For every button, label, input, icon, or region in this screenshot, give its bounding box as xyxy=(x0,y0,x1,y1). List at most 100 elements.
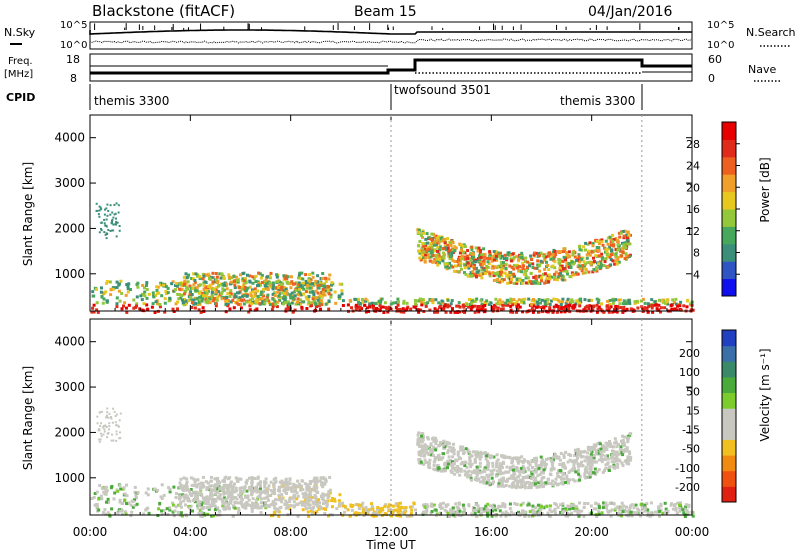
scatter-cell xyxy=(488,504,492,508)
scatter-cell xyxy=(211,289,214,293)
scatter-cell xyxy=(518,269,522,273)
scatter-cell xyxy=(476,504,480,508)
scatter-cell xyxy=(105,426,108,428)
scatter-cell xyxy=(201,306,205,310)
scatter-cell xyxy=(220,272,224,276)
scatter-cell xyxy=(597,468,601,472)
scatter-cell xyxy=(633,301,637,305)
scatter-cell xyxy=(222,502,226,506)
scatter-cell xyxy=(643,509,647,513)
scatter-cell xyxy=(469,478,473,482)
scatter-cell xyxy=(445,267,449,271)
scatter-cell xyxy=(553,277,556,281)
scatter-cell xyxy=(593,460,597,464)
scatter-cell xyxy=(484,457,488,461)
scatter-cell xyxy=(257,281,261,285)
scatter-cell xyxy=(243,485,247,489)
scatter-cell xyxy=(462,461,466,465)
scatter-cell xyxy=(249,291,253,295)
scatter-cell xyxy=(386,505,390,509)
scatter-cell xyxy=(130,510,134,514)
scatter-cell xyxy=(613,508,617,512)
scatter-cell xyxy=(113,491,117,495)
scatter-cell xyxy=(107,500,110,504)
scatter-cell xyxy=(311,271,315,275)
scatter-cell xyxy=(115,221,118,224)
scatter-cell xyxy=(248,485,251,489)
scatter-cell xyxy=(112,497,116,501)
scatter-cell xyxy=(535,459,539,463)
scatter-cell xyxy=(275,275,279,279)
scatter-cell xyxy=(146,493,150,497)
scatter-cell xyxy=(233,286,237,290)
scatter-cell xyxy=(666,302,670,306)
scatter-cell xyxy=(131,505,135,509)
scatter-cell xyxy=(92,495,96,499)
scatter-cell xyxy=(236,280,240,284)
scatter-cell xyxy=(291,282,295,286)
scatter-cell xyxy=(271,302,275,306)
scatter-cell xyxy=(340,282,344,286)
scatter-cell xyxy=(253,299,256,303)
scatter-cell xyxy=(403,508,407,512)
scatter-cell xyxy=(229,482,232,486)
scatter-cell xyxy=(276,290,280,294)
scatter-cell xyxy=(564,258,568,262)
scatter-cell xyxy=(485,256,489,260)
scatter-cell xyxy=(251,290,255,294)
scatter-cell xyxy=(357,511,361,515)
scatter-cell xyxy=(572,304,576,308)
scatter-cell xyxy=(190,494,193,497)
scatter-cell xyxy=(610,460,614,464)
scatter-cell xyxy=(442,251,446,255)
scatter-cell xyxy=(125,283,129,287)
scatter-cell xyxy=(274,303,278,306)
scatter-cell xyxy=(237,291,241,295)
scatter-cell xyxy=(214,304,218,308)
scatter-cell xyxy=(366,512,370,516)
scatter-cell xyxy=(371,303,375,307)
scatter-cell xyxy=(664,507,668,511)
scatter-cell xyxy=(593,467,597,471)
scatter-cell xyxy=(409,307,413,311)
scatter-cell xyxy=(364,506,368,509)
scatter-cell xyxy=(559,272,562,275)
scatter-cell xyxy=(674,506,678,510)
scatter-cell xyxy=(106,511,110,515)
scatter-cell xyxy=(397,300,400,304)
scatter-cell xyxy=(495,265,499,269)
scatter-cell xyxy=(618,235,622,239)
scatter-cell xyxy=(430,232,434,236)
scatter-cell xyxy=(264,501,268,504)
scatter-cell xyxy=(492,307,496,311)
scatter-cell xyxy=(120,291,124,295)
scatter-cell xyxy=(364,310,368,314)
scatter-cell xyxy=(614,259,618,263)
scatter-cell xyxy=(164,290,168,293)
scatter-cell xyxy=(580,269,584,273)
scatter-cell xyxy=(589,473,593,477)
scatter-cell xyxy=(102,424,105,427)
scatter-cell xyxy=(641,297,645,301)
scatter-cell xyxy=(327,300,331,304)
scatter-cell xyxy=(573,453,577,457)
scatter-cell xyxy=(421,242,425,245)
scatter-cell xyxy=(119,437,122,440)
scatter-cell xyxy=(224,507,228,511)
scatter-cell xyxy=(364,299,367,303)
scatter-cell xyxy=(554,503,558,507)
scatter-cell xyxy=(438,245,442,249)
scatter-cell xyxy=(205,294,209,298)
scatter-cell xyxy=(275,280,279,284)
scatter-cell xyxy=(578,264,582,268)
scatter-cell xyxy=(256,495,260,499)
scatter-cell xyxy=(443,446,446,450)
y-tick-label: 1000 xyxy=(54,471,85,485)
scatter-cell xyxy=(592,454,596,458)
scatter-cell xyxy=(616,305,620,308)
scatter-cell xyxy=(482,268,486,272)
freq-label-top: Freq. xyxy=(8,56,33,67)
scatter-cell xyxy=(515,457,518,461)
scatter-cell xyxy=(557,299,561,303)
scatter-cell xyxy=(493,254,497,258)
